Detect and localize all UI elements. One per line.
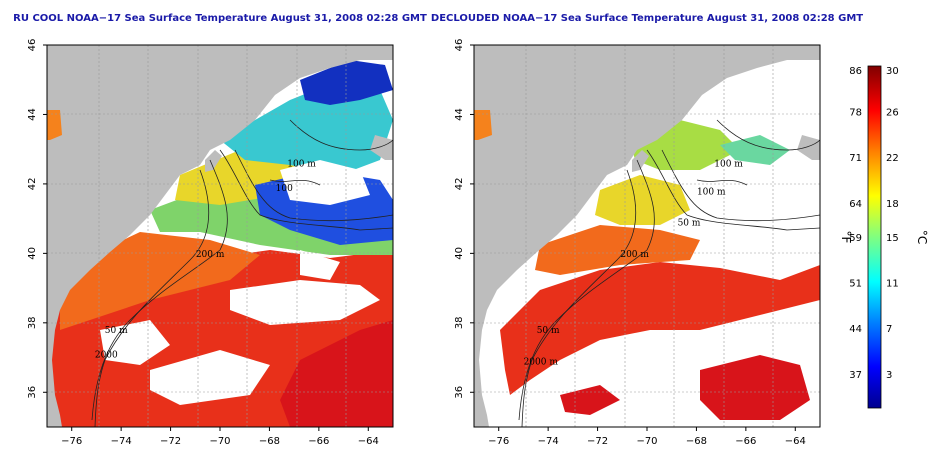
gulf-maine-cyan	[220, 80, 393, 175]
land-mass	[47, 45, 393, 427]
fahrenheit-unit-label: °F	[839, 231, 853, 244]
gulf-stream-hot-patch	[700, 355, 810, 420]
contour-depth-label: 200 m	[620, 250, 649, 260]
contour-depth-label: 2000 m	[524, 357, 559, 367]
bathymetry-contours-right	[518, 119, 820, 427]
y-tick-label-right: 36	[454, 386, 465, 399]
contour-labels-right: 100 m 100 m 50 m 200 m 50 m 2000 m	[524, 160, 744, 368]
colorbar-ticks: 30 86 26 78 22 71 18 64 15 59 11 51 7 44 3 37	[849, 66, 898, 381]
y-tick-label-right: 38	[454, 316, 465, 329]
contour-depth-label: 50 m	[105, 326, 128, 336]
axis-ticks-left: −76 −74 −72 −70 −68 −66 −64 36 38 40 42 44 46	[27, 39, 379, 447]
colorbar-celsius-tick: 7	[886, 324, 892, 335]
y-tick-label-left: 44	[27, 108, 38, 121]
cape-cod	[205, 150, 222, 172]
contour-labels-left: 100 m 100 200 m 50 m 2000	[95, 160, 316, 361]
land-mass	[797, 135, 820, 160]
coastal-orange-patch	[474, 110, 492, 140]
x-tick-label-left: −76	[61, 436, 82, 447]
contour-depth-label: 50 m	[537, 326, 560, 336]
colorbar-celsius-tick: 3	[886, 370, 892, 381]
x-tick-label-right: −68	[686, 436, 707, 447]
colorbar-celsius-tick: 15	[886, 233, 899, 244]
cloud-patch	[300, 250, 340, 280]
colorbar-gradient	[867, 65, 882, 409]
cloud-patch	[690, 175, 780, 220]
axis-ticks-right: −76 −74 −72 −70 −68 −66 −64 36 38 40 42 44 46	[454, 39, 806, 447]
y-tick-label-right: 46	[454, 39, 465, 52]
x-tick-label-right: −64	[785, 436, 806, 447]
warm-water-orange	[535, 225, 700, 275]
colorbar-celsius-tick: 22	[886, 153, 899, 164]
grid-left	[47, 45, 393, 427]
y-tick-label-right: 44	[454, 108, 465, 121]
y-tick-label-right: 40	[454, 247, 465, 260]
x-tick-label-left: −66	[308, 436, 329, 447]
colorbar-celsius-tick: 30	[886, 66, 899, 77]
contour-depth-label: 100	[276, 184, 293, 194]
contour-depth-label: 100 m	[287, 160, 316, 170]
celsius-unit-label: °C	[915, 230, 929, 244]
bathymetry-contours-left	[91, 119, 393, 427]
gulf-stream-hot-patch	[280, 320, 393, 427]
y-tick-label-left: 42	[27, 178, 38, 191]
shelf-water-yellow	[595, 175, 690, 225]
y-tick-label-left: 40	[27, 247, 38, 260]
colorbar-celsius-tick: 26	[886, 108, 899, 119]
gulf-maine-darkblue	[300, 60, 393, 105]
land-mass	[474, 45, 820, 427]
colorbar-fahrenheit-tick: 86	[849, 66, 862, 77]
cloud-patch	[230, 280, 380, 325]
x-tick-label-right: −70	[636, 436, 657, 447]
warm-water-region	[500, 262, 820, 395]
coastal-orange-patch	[47, 110, 62, 140]
colorbar-celsius-tick: 11	[886, 279, 899, 290]
x-tick-label-left: −68	[259, 436, 280, 447]
contour-depth-label: 100 m	[714, 160, 743, 170]
x-tick-label-right: −66	[735, 436, 756, 447]
map-area-right: 100 m 100 m 50 m 200 m 50 m 2000 m	[474, 45, 820, 427]
x-tick-label-right: −76	[488, 436, 509, 447]
cloud-patch	[100, 320, 170, 365]
colorbar-fahrenheit-tick: 71	[849, 153, 862, 164]
colorbar-fahrenheit-tick: 78	[849, 108, 862, 119]
panel-ru-cool: RU COOL NOAA−17 Sea Surface Temperature …	[13, 13, 427, 447]
panel-declouded: DECLOUDED NOAA−17 Sea Surface Temperatur…	[431, 13, 863, 447]
x-tick-label-left: −72	[160, 436, 181, 447]
colorbar: 30 86 26 78 22 71 18 64 15 59 11 51 7 44 3 37 °F °C	[839, 65, 929, 409]
y-tick-label-left: 46	[27, 39, 38, 52]
colorbar-fahrenheit-tick: 51	[849, 279, 862, 290]
cloud-patch	[280, 160, 370, 205]
y-tick-label-left: 36	[27, 386, 38, 399]
x-tick-label-left: −64	[358, 436, 379, 447]
colorbar-celsius-tick: 18	[886, 199, 899, 210]
y-tick-label-left: 38	[27, 316, 38, 329]
colorbar-fahrenheit-tick: 64	[849, 199, 862, 210]
colorbar-fahrenheit-tick: 59	[849, 233, 862, 244]
x-tick-label-right: −74	[538, 436, 559, 447]
gulf-stream-hot-patch	[560, 385, 620, 415]
grid-right	[474, 45, 820, 427]
chart-title-right: DECLOUDED NOAA−17 Sea Surface Temperatur…	[431, 13, 863, 24]
gulf-maine-cyan	[720, 135, 790, 165]
colorbar-fahrenheit-tick: 44	[849, 324, 862, 335]
contour-depth-label: 2000	[95, 351, 118, 361]
x-tick-label-left: −74	[111, 436, 132, 447]
contour-depth-label: 100 m	[697, 187, 726, 197]
colorbar-fahrenheit-tick: 37	[849, 370, 862, 381]
cloud-patch	[150, 350, 270, 405]
warm-water-orange	[60, 232, 260, 330]
x-tick-label-left: −70	[209, 436, 230, 447]
y-tick-label-right: 42	[454, 178, 465, 191]
x-tick-label-right: −72	[587, 436, 608, 447]
contour-depth-label: 50 m	[678, 219, 701, 229]
cape-cod	[632, 150, 649, 172]
map-area-left: 100 m 100 200 m 50 m 2000	[47, 45, 393, 427]
contour-depth-label: 200 m	[196, 250, 225, 260]
chart-title-left: RU COOL NOAA−17 Sea Surface Temperature …	[13, 13, 427, 24]
land-mass	[370, 135, 393, 160]
